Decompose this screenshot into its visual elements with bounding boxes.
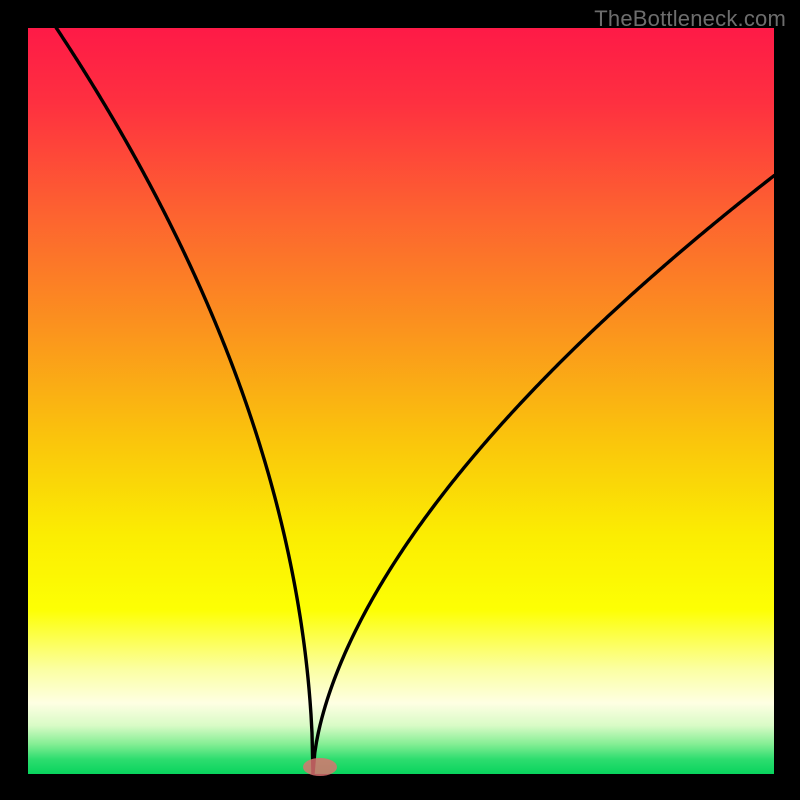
highlight-marker [303, 758, 337, 776]
bottleneck-plot [28, 28, 774, 774]
chart-frame: TheBottleneck.com [0, 0, 800, 800]
